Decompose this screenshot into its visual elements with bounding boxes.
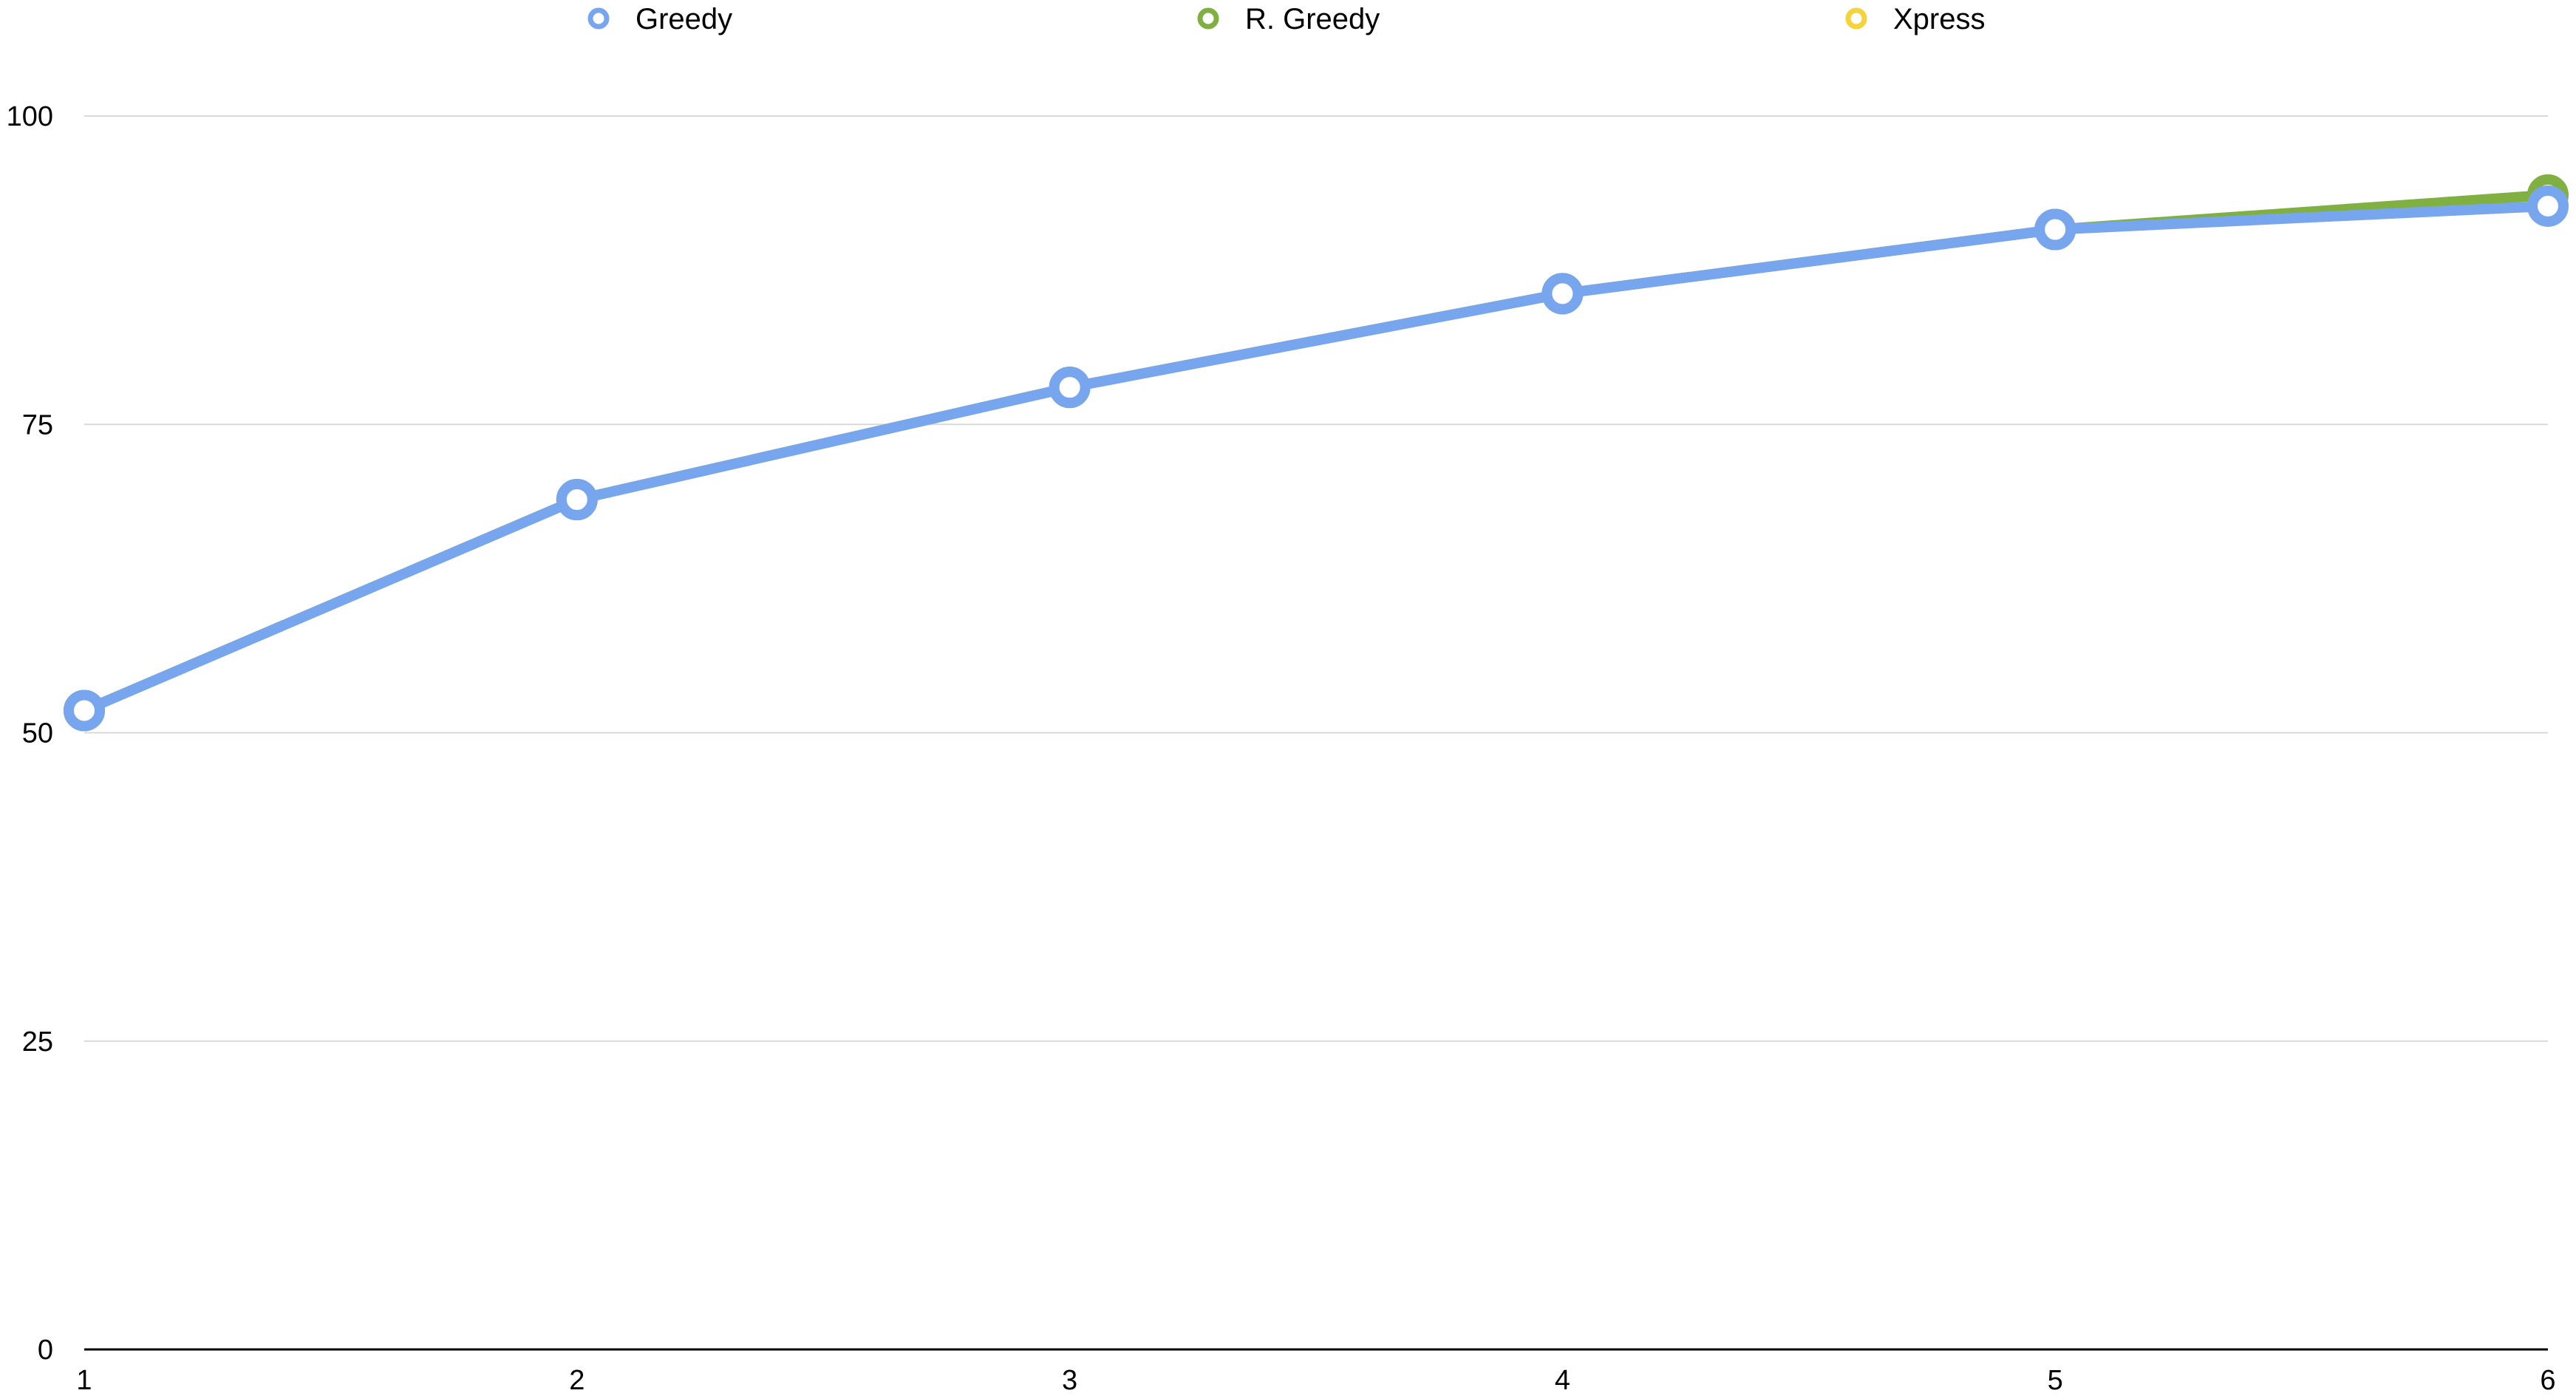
x-tick-label: 2 xyxy=(569,1365,585,1396)
legend-item: Greedy xyxy=(587,3,732,35)
y-tick-label: 50 xyxy=(22,718,53,749)
legend-label: Greedy xyxy=(636,3,732,35)
data-point xyxy=(556,479,598,521)
x-axis-ticks: 1 2 3 4 5 6 xyxy=(76,1365,2555,1396)
x-tick-label: 1 xyxy=(76,1365,92,1396)
legend-item: Xpress xyxy=(1845,3,1986,35)
data-point xyxy=(2034,208,2076,251)
y-tick-label: 75 xyxy=(22,409,53,440)
y-axis-ticks: 0 25 50 75 100 xyxy=(7,101,53,1366)
legend-item: R. Greedy xyxy=(1197,3,1380,35)
legend-label: R. Greedy xyxy=(1245,3,1380,35)
x-tick-label: 5 xyxy=(2048,1365,2063,1396)
data-point xyxy=(1541,273,1584,315)
legend: Greedy R. Greedy Xpress xyxy=(587,3,1986,35)
series-line xyxy=(79,200,2553,716)
y-tick-label: 0 xyxy=(38,1335,53,1366)
data-point xyxy=(1049,367,1091,409)
legend-marker xyxy=(1197,7,1219,30)
y-tick-label: 100 xyxy=(7,101,53,132)
x-tick-label: 3 xyxy=(1062,1365,1077,1396)
data-point xyxy=(64,690,105,732)
series-greedy xyxy=(64,185,2569,732)
series-line xyxy=(79,200,2553,716)
data-point xyxy=(2527,185,2569,227)
x-tick-label: 4 xyxy=(1555,1365,1570,1396)
series-line xyxy=(79,189,2553,716)
legend-label: Xpress xyxy=(1893,3,1986,35)
x-tick-label: 6 xyxy=(2540,1365,2555,1396)
legend-marker xyxy=(1845,7,1867,30)
gridlines xyxy=(84,115,2548,1042)
series-xpress xyxy=(64,185,2569,732)
series-layer xyxy=(64,174,2569,732)
series-r-greedy xyxy=(64,174,2569,732)
legend-marker xyxy=(587,7,610,30)
y-tick-label: 25 xyxy=(22,1026,53,1058)
